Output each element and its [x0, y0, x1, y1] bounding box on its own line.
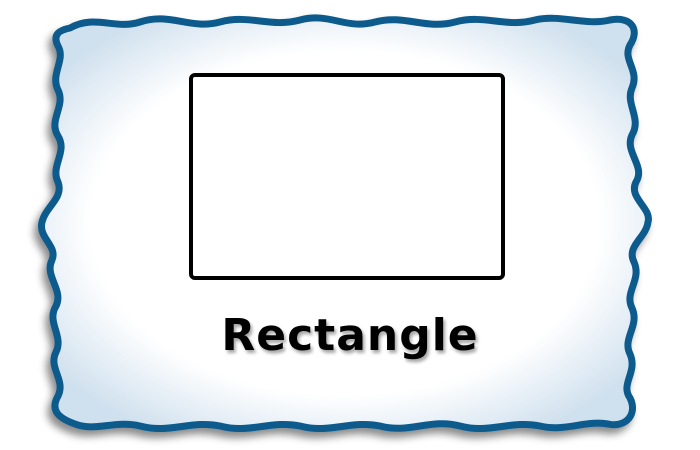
rectangle-shape [189, 73, 505, 280]
shape-name-label: Rectangle [221, 310, 479, 361]
